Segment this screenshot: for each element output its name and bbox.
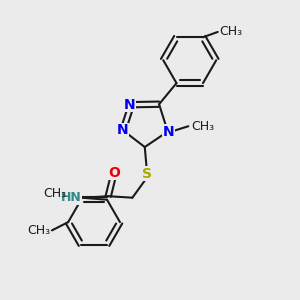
Text: S: S (142, 167, 152, 181)
Text: N: N (116, 123, 128, 137)
Text: CH₃: CH₃ (27, 224, 50, 237)
Text: CH₃: CH₃ (219, 26, 242, 38)
Text: N: N (124, 98, 136, 112)
Text: N: N (163, 124, 174, 139)
Text: CH₃: CH₃ (43, 187, 66, 200)
Text: N: N (163, 124, 174, 139)
Text: O: O (108, 166, 120, 180)
Text: CH₃: CH₃ (191, 120, 214, 133)
Text: HN: HN (61, 191, 82, 204)
